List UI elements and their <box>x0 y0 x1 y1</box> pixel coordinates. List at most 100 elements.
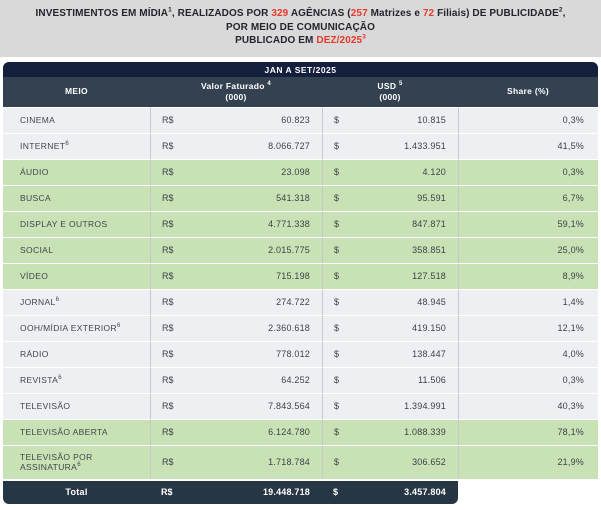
usd-symbol: $ <box>334 245 340 255</box>
total-usd-cell: $3.457.804 <box>322 478 458 504</box>
valor-value: 715.198 <box>276 271 310 281</box>
share-cell: 6,7% <box>458 184 598 211</box>
usd-symbol: $ <box>334 297 340 307</box>
share-cell: 59,1% <box>458 210 598 237</box>
report-title: INVESTIMENTOS EM MÍDIA1, REALIZADOS POR … <box>0 0 601 57</box>
share-cell: 0,3% <box>458 158 598 185</box>
meio-label: TELEVISÃO POR ASSINATURA <box>20 451 93 473</box>
col-header-meio: MEIO <box>3 76 150 107</box>
total-valor-value: 19.448.718 <box>262 487 310 497</box>
usd-symbol: $ <box>334 271 340 281</box>
usd-value: 1.088.339 <box>404 427 446 437</box>
usd-cell: $4.120 <box>322 158 458 185</box>
usd-value: 847.871 <box>412 219 446 229</box>
usd-symbol: $ <box>334 193 340 203</box>
usd-value: 48.945 <box>417 297 446 307</box>
brl-symbol: R$ <box>161 487 173 497</box>
meio-cell: TELEVISÃO ABERTA <box>3 418 150 445</box>
meio-label: JORNAL <box>20 296 56 307</box>
meio-cell: DISPLAY E OUTROS <box>3 210 150 237</box>
table-row-revista: REVISTA6 R$ 64.252 $11.506 0,3% <box>3 366 598 393</box>
title-text: AGÊNCIAS ( <box>288 8 351 19</box>
valor-cell: R$ 2.360.618 <box>150 314 322 341</box>
title-text: , REALIZADOS POR <box>171 8 272 19</box>
total-label: Total <box>3 478 150 504</box>
table-row-televisao-aberta: TELEVISÃO ABERTA R$ 6.124.780 $1.088.339 … <box>3 418 598 445</box>
usd-value: 4.120 <box>422 167 446 177</box>
meio-cell: JORNAL6 <box>3 288 150 315</box>
title-text: INVESTIMENTOS EM MÍDIA <box>35 8 169 19</box>
usd-symbol: $ <box>334 349 340 359</box>
usd-cell: $847.871 <box>322 210 458 237</box>
share-cell: 8,9% <box>458 262 598 289</box>
valor-cell: R$ 8.066.727 <box>150 132 322 159</box>
valor-cell: R$ 715.198 <box>150 262 322 289</box>
usd-value: 1.394.991 <box>404 401 446 411</box>
usd-cell: $11.506 <box>322 366 458 393</box>
share-cell: 0,3% <box>458 366 598 393</box>
matrizes-count: 257 <box>350 8 368 19</box>
valor-value: 4.771.338 <box>268 219 310 229</box>
usd-cell: $419.150 <box>322 314 458 341</box>
meio-cell: CINEMA <box>3 106 150 133</box>
meio-label: SOCIAL <box>20 244 54 255</box>
period-header: JAN A SET/2025 <box>3 61 598 77</box>
title-text: , <box>562 8 566 19</box>
valor-value: 23.098 <box>281 167 310 177</box>
valor-cell: R$ 4.771.338 <box>150 210 322 237</box>
meio-cell: OOH/MÍDIA EXTERIOR6 <box>3 314 150 341</box>
usd-symbol: $ <box>334 401 340 411</box>
share-cell: 41,5% <box>458 132 598 159</box>
usd-symbol: $ <box>334 457 340 467</box>
brl-symbol: R$ <box>162 401 174 411</box>
footnote-ref: 6 <box>55 296 60 303</box>
brl-symbol: R$ <box>162 349 174 359</box>
title-line-3: PUBLICADO EM DEZ/20253 <box>26 34 575 48</box>
col-label: USD <box>377 80 397 91</box>
table-row-jornal: JORNAL6 R$ 274.722 $48.945 1,4% <box>3 288 598 315</box>
share-cell: 0,3% <box>458 106 598 133</box>
valor-value: 2.015.775 <box>268 245 310 255</box>
brl-symbol: R$ <box>162 271 174 281</box>
meio-cell: SOCIAL <box>3 236 150 263</box>
title-text: PUBLICADO EM <box>235 35 317 46</box>
footnote-ref-5: 5 <box>398 80 403 87</box>
table-row-internet: INTERNET6 R$ 8.066.727 $1.433.951 41,5% <box>3 132 598 159</box>
meio-cell: TELEVISÃO POR ASSINATURA6 <box>3 444 150 479</box>
brl-symbol: R$ <box>162 141 174 151</box>
title-line-1: INVESTIMENTOS EM MÍDIA1, REALIZADOS POR … <box>26 7 575 21</box>
share-cell: 4,0% <box>458 340 598 367</box>
total-share-empty-cell <box>458 479 598 504</box>
valor-value: 7.843.564 <box>268 401 310 411</box>
table-row-ooh-midia-exterior: OOH/MÍDIA EXTERIOR6 R$ 2.360.618 $419.150… <box>3 314 598 341</box>
footnote-ref: 6 <box>58 374 62 381</box>
brl-symbol: R$ <box>162 457 174 467</box>
meio-label: DISPLAY E OUTROS <box>20 218 108 229</box>
meio-cell: TELEVISÃO <box>3 392 150 419</box>
media-investments-table: JAN A SET/2025 MEIO Valor Faturado 4 (000… <box>3 61 598 504</box>
share-cell: 78,1% <box>458 418 598 445</box>
brl-symbol: R$ <box>162 297 174 307</box>
meio-cell: VÍDEO <box>3 262 150 289</box>
share-cell: 21,9% <box>458 444 598 479</box>
table-row-radio: RÁDIO R$ 778.012 $138.447 4,0% <box>3 340 598 367</box>
usd-cell: $127.518 <box>322 262 458 289</box>
usd-value: 306.652 <box>412 457 446 467</box>
col-sublabel: (000) <box>225 91 247 102</box>
total-row: Total R$ 19.448.718 $3.457.804 <box>3 478 598 504</box>
valor-value: 541.318 <box>276 193 310 203</box>
table-row-cinema: CINEMA R$ 60.823 $10.815 0,3% <box>3 106 598 133</box>
meio-cell: INTERNET6 <box>3 132 150 159</box>
footnote-ref: 6 <box>77 462 81 469</box>
table-row-televisao: TELEVISÃO R$ 7.843.564 $1.394.991 40,3% <box>3 392 598 419</box>
usd-value: 10.815 <box>417 115 446 125</box>
valor-cell: R$ 64.252 <box>150 366 322 393</box>
meio-label: BUSCA <box>20 192 52 203</box>
agencias-count: 329 <box>271 8 289 19</box>
valor-cell: R$ 2.015.775 <box>150 236 322 263</box>
usd-symbol: $ <box>334 323 340 333</box>
table-row-audio: ÁUDIO R$ 23.098 $4.120 0,3% <box>3 158 598 185</box>
meio-cell: REVISTA6 <box>3 366 150 393</box>
meio-label: ÁUDIO <box>20 166 49 177</box>
usd-value: 11.506 <box>417 375 446 385</box>
